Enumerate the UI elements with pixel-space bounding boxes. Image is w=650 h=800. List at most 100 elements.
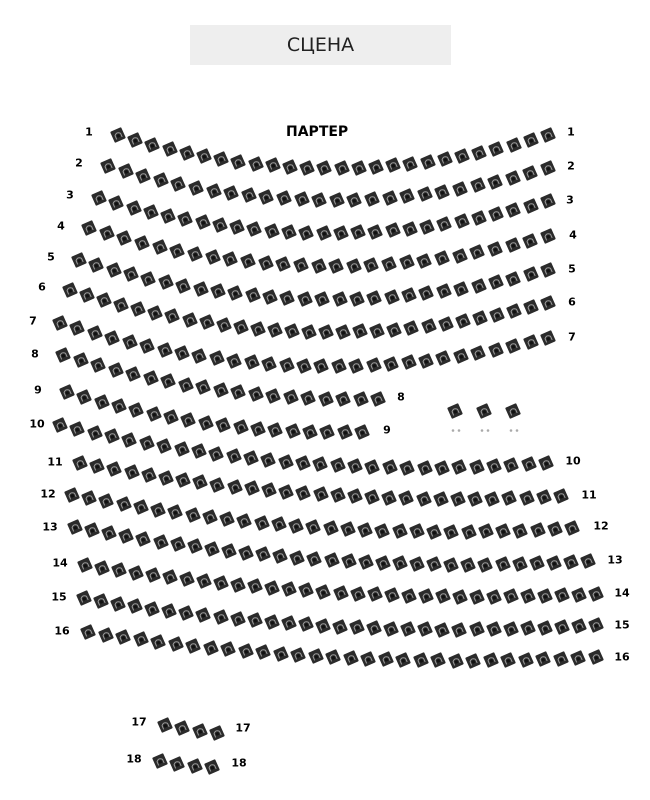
seat-icon[interactable] [553,587,570,604]
seat-icon[interactable] [332,584,349,601]
seat-icon[interactable] [299,159,316,176]
seat-icon[interactable] [539,227,556,244]
seat-icon[interactable] [167,635,184,652]
seat-icon[interactable] [103,428,120,445]
seat-icon[interactable] [110,398,127,415]
seat-icon[interactable] [348,290,365,307]
seat-icon[interactable] [484,490,501,507]
seat-icon[interactable] [69,320,86,337]
seat-icon[interactable] [127,131,144,148]
seat-icon[interactable] [51,416,68,433]
seat-icon[interactable] [159,207,176,224]
seat-icon[interactable] [197,414,214,431]
seat-icon[interactable] [363,256,380,273]
seat-icon[interactable] [552,650,569,667]
seat-icon[interactable] [398,490,415,507]
seat-icon[interactable] [292,257,309,274]
seat-icon[interactable] [244,287,261,304]
seat-icon[interactable] [437,315,454,332]
seat-icon[interactable] [167,504,184,521]
seat-icon[interactable] [366,586,383,603]
seat-icon[interactable] [230,576,247,593]
seat-icon[interactable] [75,589,92,606]
seat-icon[interactable] [385,157,402,174]
seat-icon[interactable] [477,556,494,573]
seat-icon[interactable] [391,555,408,572]
seat-icon[interactable] [261,355,278,372]
seat-icon[interactable] [468,621,485,638]
seat-icon[interactable] [215,417,232,434]
seat-icon[interactable] [177,376,194,393]
seat-icon[interactable] [169,755,186,772]
seat-icon[interactable] [208,350,225,367]
seat-icon[interactable] [178,604,195,621]
seat-icon[interactable] [139,338,156,355]
seat-icon[interactable] [346,191,363,208]
seat-icon[interactable] [222,251,239,268]
seat-icon[interactable] [97,626,114,643]
seat-icon[interactable] [383,288,400,305]
seat-icon[interactable] [89,356,106,373]
seat-icon[interactable] [213,574,230,591]
seat-icon[interactable] [203,540,220,557]
seat-icon[interactable] [425,523,442,540]
seat-icon[interactable] [312,486,329,503]
seat-icon[interactable] [186,538,203,555]
seat-icon[interactable] [482,652,499,669]
seat-icon[interactable] [157,469,174,486]
seat-icon[interactable] [352,323,369,340]
seat-icon[interactable] [300,323,317,340]
seat-icon[interactable] [332,224,349,241]
seat-icon[interactable] [284,423,301,440]
seat-icon[interactable] [249,320,266,337]
seat-icon[interactable] [494,522,511,539]
seat-icon[interactable] [152,533,169,550]
seat-icon[interactable] [357,553,374,570]
seat-icon[interactable] [243,480,260,497]
seat-icon[interactable] [247,578,264,595]
seat-icon[interactable] [169,536,186,553]
seat-icon[interactable] [281,581,298,598]
seat-icon[interactable] [196,573,213,590]
seat-icon[interactable] [383,620,400,637]
seat-icon[interactable] [400,287,417,304]
seat-icon[interactable] [537,454,554,471]
seat-icon[interactable] [477,523,494,540]
seat-icon[interactable] [124,365,141,382]
seat-icon[interactable] [419,153,436,170]
seat-icon[interactable] [329,457,346,474]
seat-icon[interactable] [528,555,545,572]
seat-icon[interactable] [494,556,511,573]
seat-icon[interactable] [447,652,464,669]
seat-icon[interactable] [278,356,295,373]
seat-icon[interactable] [191,347,208,364]
seat-icon[interactable] [365,356,382,373]
seat-icon[interactable] [229,219,246,236]
seat-icon[interactable] [240,187,257,204]
seat-icon[interactable] [436,150,453,167]
seat-icon[interactable] [333,159,350,176]
seat-icon[interactable] [317,390,334,407]
seat-icon[interactable] [294,455,311,472]
seat-icon[interactable] [191,722,208,739]
seat-icon[interactable] [246,612,263,629]
seat-icon[interactable] [468,458,485,475]
seat-icon[interactable] [54,346,71,363]
seat-icon[interactable] [402,155,419,172]
seat-icon[interactable] [293,191,310,208]
seat-icon[interactable] [220,542,237,559]
seat-icon[interactable] [545,554,562,571]
seat-icon[interactable] [298,582,315,599]
seat-icon[interactable] [400,587,417,604]
seat-icon[interactable] [105,261,122,278]
seat-icon[interactable] [522,131,539,148]
seat-icon[interactable] [401,220,418,237]
seat-icon[interactable] [488,206,505,223]
seat-icon[interactable] [198,314,215,331]
seat-icon[interactable] [349,585,366,602]
seat-icon[interactable] [501,490,518,507]
seat-icon[interactable] [449,490,466,507]
seat-icon[interactable] [264,387,281,404]
seat-icon[interactable] [288,517,305,534]
seat-icon[interactable] [553,618,570,635]
